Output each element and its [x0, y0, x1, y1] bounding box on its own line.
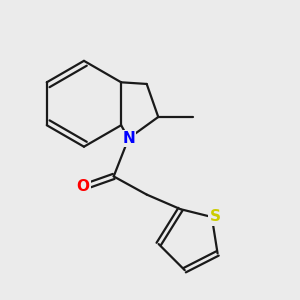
Text: S: S: [210, 209, 220, 224]
Text: N: N: [122, 131, 135, 146]
Text: O: O: [76, 179, 89, 194]
